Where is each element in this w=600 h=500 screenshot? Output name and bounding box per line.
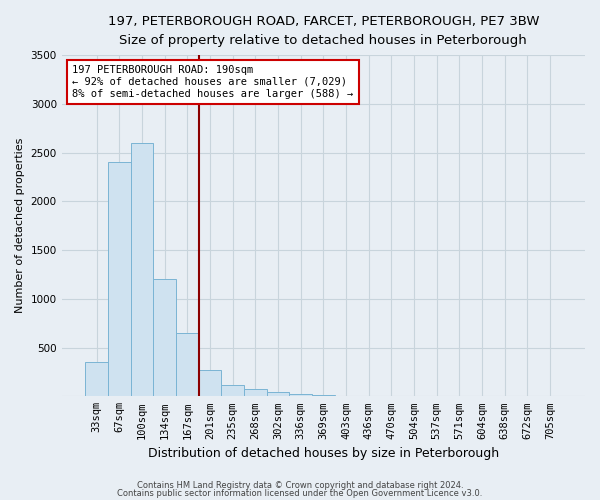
Bar — [312, 395, 335, 396]
Bar — [154, 280, 176, 396]
Bar — [85, 362, 108, 396]
Bar — [199, 370, 221, 396]
Bar — [266, 392, 289, 396]
Text: Contains public sector information licensed under the Open Government Licence v3: Contains public sector information licen… — [118, 488, 482, 498]
Bar — [131, 143, 154, 397]
Text: 197 PETERBOROUGH ROAD: 190sqm
← 92% of detached houses are smaller (7,029)
8% of: 197 PETERBOROUGH ROAD: 190sqm ← 92% of d… — [72, 66, 353, 98]
Text: Contains HM Land Registry data © Crown copyright and database right 2024.: Contains HM Land Registry data © Crown c… — [137, 481, 463, 490]
Bar — [244, 390, 266, 396]
Y-axis label: Number of detached properties: Number of detached properties — [15, 138, 25, 314]
X-axis label: Distribution of detached houses by size in Peterborough: Distribution of detached houses by size … — [148, 447, 499, 460]
Bar — [108, 162, 131, 396]
Bar — [289, 394, 312, 396]
Bar — [176, 333, 199, 396]
Title: 197, PETERBOROUGH ROAD, FARCET, PETERBOROUGH, PE7 3BW
Size of property relative : 197, PETERBOROUGH ROAD, FARCET, PETERBOR… — [107, 15, 539, 47]
Bar — [221, 384, 244, 396]
